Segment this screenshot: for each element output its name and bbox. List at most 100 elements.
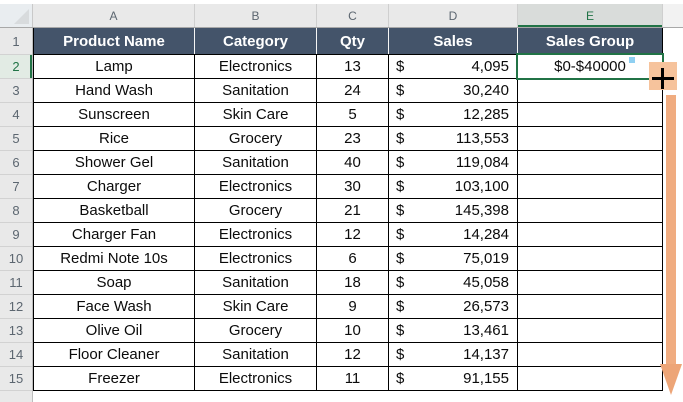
cell-sales-group[interactable] [518,79,663,103]
column-header-B[interactable]: B [195,4,317,27]
cell-product[interactable]: Charger [33,175,195,199]
cell-sales-group[interactable] [518,271,663,295]
select-all-corner[interactable] [0,4,33,27]
header-sales-group[interactable]: Sales Group [518,28,663,54]
row-header-6[interactable]: 6 [0,151,32,175]
header-sales[interactable]: Sales [389,28,518,54]
cell-category[interactable]: Grocery [195,199,317,223]
row-header-14[interactable]: 14 [0,343,32,367]
cell-qty[interactable]: 30 [317,175,389,199]
cell-category[interactable]: Skin Care [195,103,317,127]
cell-qty[interactable]: 13 [317,55,389,79]
cell-category[interactable]: Grocery [195,319,317,343]
cell-product[interactable]: Lamp [33,55,195,79]
cell-product[interactable]: Soap [33,271,195,295]
cell-sales[interactable]: $14,284 [389,223,518,247]
cell-sales-group[interactable] [518,319,663,343]
row-header-9[interactable]: 9 [0,223,32,247]
cell-sales[interactable]: $4,095 [389,55,518,79]
row-header-10[interactable]: 10 [0,247,32,271]
column-header-D[interactable]: D [389,4,518,27]
row-header-15[interactable]: 15 [0,367,32,391]
cell-product[interactable]: Redmi Note 10s [33,247,195,271]
cell-product[interactable]: Charger Fan [33,223,195,247]
cell-category[interactable]: Electronics [195,367,317,391]
column-header-C[interactable]: C [317,4,389,27]
currency-symbol: $ [396,346,405,363]
cell-sales[interactable]: $14,137 [389,343,518,367]
cell-product[interactable]: Shower Gel [33,151,195,175]
cell-qty[interactable]: 12 [317,223,389,247]
cell-sales-group[interactable] [518,103,663,127]
cell-category[interactable]: Electronics [195,247,317,271]
cell-sales-group[interactable] [518,127,663,151]
cell-product[interactable]: Olive Oil [33,319,195,343]
row-header-13[interactable]: 13 [0,319,32,343]
cell-category[interactable]: Sanitation [195,271,317,295]
table-row: Soap Sanitation 18 $45,058 [33,271,663,295]
row-header-12[interactable]: 12 [0,295,32,319]
cell-product[interactable]: Floor Cleaner [33,343,195,367]
cell-sales-group[interactable] [518,223,663,247]
cell-sales-group[interactable]: $0-$40000 [518,55,663,79]
cell-qty[interactable]: 23 [317,127,389,151]
cell-product[interactable]: Freezer [33,367,195,391]
cell-sales[interactable]: $12,285 [389,103,518,127]
cell-product[interactable]: Rice [33,127,195,151]
cell-sales[interactable]: $91,155 [389,367,518,391]
cell-sales[interactable]: $75,019 [389,247,518,271]
cell-sales[interactable]: $145,398 [389,199,518,223]
cell-sales[interactable]: $13,461 [389,319,518,343]
header-qty[interactable]: Qty [317,28,389,54]
cell-sales[interactable]: $26,573 [389,295,518,319]
cell-category[interactable]: Electronics [195,175,317,199]
fill-handle-cursor-icon[interactable] [661,68,664,89]
cell-sales-group[interactable] [518,247,663,271]
cell-qty[interactable]: 9 [317,295,389,319]
cell-category[interactable]: Skin Care [195,295,317,319]
cell-product[interactable]: Basketball [33,199,195,223]
row-header-11[interactable]: 11 [0,271,32,295]
column-header-A[interactable]: A [33,4,195,27]
cell-sales[interactable]: $45,058 [389,271,518,295]
cell-qty[interactable]: 5 [317,103,389,127]
cell-sales-group[interactable] [518,295,663,319]
cell-product[interactable]: Hand Wash [33,79,195,103]
cell-sales-group[interactable] [518,343,663,367]
cell-sales-group[interactable] [518,175,663,199]
cell-sales-group[interactable] [518,151,663,175]
cell-category[interactable]: Sanitation [195,343,317,367]
header-category[interactable]: Category [195,28,317,54]
cell-qty[interactable]: 11 [317,367,389,391]
cell-sales[interactable]: $113,553 [389,127,518,151]
cell-sales[interactable]: $119,084 [389,151,518,175]
cell-sales[interactable]: $103,100 [389,175,518,199]
cell-qty[interactable]: 40 [317,151,389,175]
cell-category[interactable]: Electronics [195,55,317,79]
column-header-E[interactable]: E [518,4,663,27]
cell-qty[interactable]: 6 [317,247,389,271]
cell-qty[interactable]: 24 [317,79,389,103]
cell-sales-group[interactable] [518,367,663,391]
cell-sales-group[interactable] [518,199,663,223]
cell-category[interactable]: Sanitation [195,79,317,103]
row-header-4[interactable]: 4 [0,103,32,127]
cell-category[interactable]: Sanitation [195,151,317,175]
cell-qty[interactable]: 21 [317,199,389,223]
cell-product[interactable]: Sunscreen [33,103,195,127]
cell-qty[interactable]: 10 [317,319,389,343]
cell-product[interactable]: Face Wash [33,295,195,319]
row-header-7[interactable]: 7 [0,175,32,199]
row-header-2[interactable]: 2 [0,55,32,79]
cell-category[interactable]: Grocery [195,127,317,151]
row-header-3[interactable]: 3 [0,79,32,103]
cell-category[interactable]: Electronics [195,223,317,247]
cell-qty[interactable]: 18 [317,271,389,295]
cell-sales[interactable]: $30,240 [389,79,518,103]
cell-qty[interactable]: 12 [317,343,389,367]
row-header-1[interactable]: 1 [0,28,32,55]
header-product-name[interactable]: Product Name [33,28,195,54]
row-header-8[interactable]: 8 [0,199,32,223]
row-header-5[interactable]: 5 [0,127,32,151]
